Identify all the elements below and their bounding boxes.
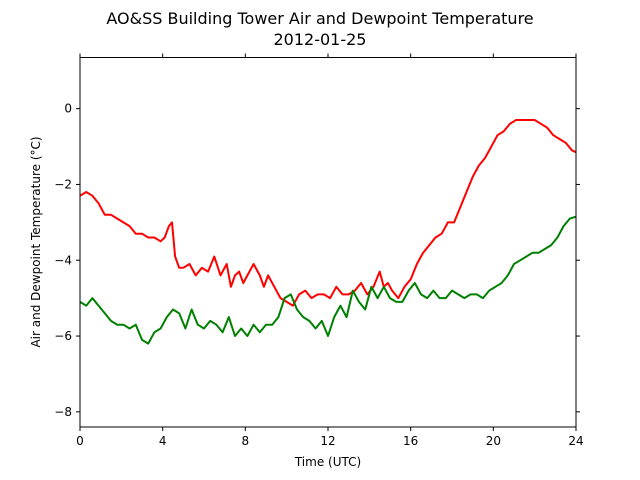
chart-title: AO&SS Building Tower Air and Dewpoint Te…	[106, 9, 533, 28]
x-axis: 0 4 8 12 16 20 24	[76, 53, 584, 448]
x-tick-label: 12	[320, 434, 335, 448]
y-tick-label: −8	[54, 405, 72, 419]
y-tick-label: −4	[54, 253, 72, 267]
x-tick-label: 20	[486, 434, 501, 448]
y-tick-label: 0	[64, 102, 72, 116]
x-axis-label: Time (UTC)	[294, 455, 361, 469]
x-tick-label: 16	[403, 434, 418, 448]
chart-subtitle: 2012-01-25	[274, 30, 367, 49]
y-tick-label: −6	[54, 329, 72, 343]
series-line-1	[79, 119, 577, 307]
x-tick-label: 24	[568, 434, 583, 448]
x-tick-label: 4	[159, 434, 167, 448]
y-axis-label: Air and Dewpoint Temperature (°C)	[29, 136, 43, 347]
series-line-2	[79, 215, 577, 345]
series-layer	[79, 119, 577, 345]
y-tick-label: −2	[54, 177, 72, 191]
x-tick-label: 8	[242, 434, 250, 448]
x-tick-label: 0	[76, 434, 84, 448]
y-axis: −8 −6 −4 −2 0	[54, 102, 580, 419]
